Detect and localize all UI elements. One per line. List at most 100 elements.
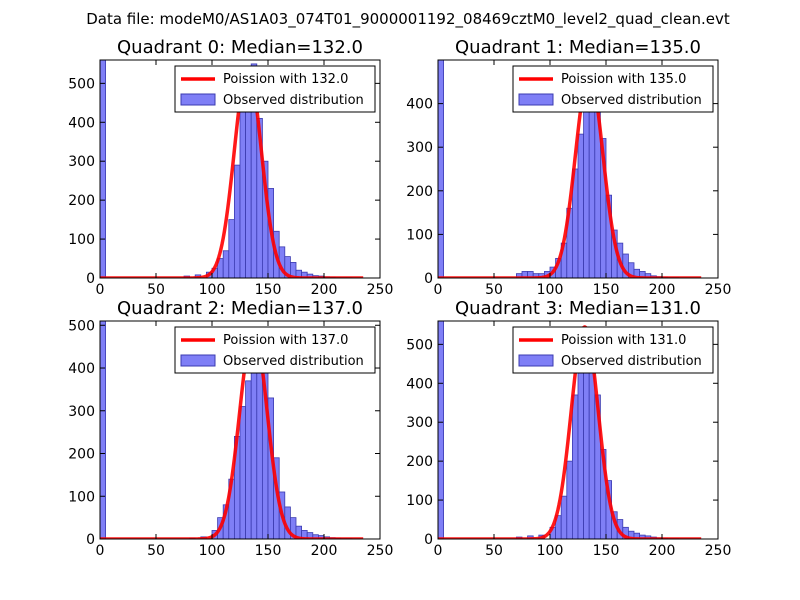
y-tick-label: 400 bbox=[68, 115, 95, 131]
y-tick-label: 300 bbox=[406, 415, 433, 431]
panel-title: Quadrant 1: Median=135.0 bbox=[455, 37, 701, 58]
histogram-bar bbox=[100, 60, 106, 278]
legend-entry-observed: Observed distribution bbox=[223, 93, 364, 108]
histogram-bar bbox=[438, 321, 444, 539]
x-tick-label: 100 bbox=[199, 543, 226, 559]
chart-panel-2: Quadrant 2: Median=137.0 0 50 100 150 200 250 0… bbox=[68, 298, 393, 559]
axes-frame bbox=[99, 59, 381, 279]
chart-panel-3: Quadrant 3: Median=131.0 0 50 100 150 200 250 0… bbox=[406, 298, 731, 559]
x-tick-label: 150 bbox=[593, 543, 620, 559]
x-tick-label: 0 bbox=[434, 282, 443, 298]
legend-bar-swatch bbox=[180, 93, 216, 106]
y-tick-label: 0 bbox=[424, 532, 433, 548]
x-tick-label: 250 bbox=[367, 282, 394, 298]
legend: Poission with 137.0 Observed distribution bbox=[174, 326, 376, 374]
legend-entry-poisson: Poission with 135.0 bbox=[561, 72, 686, 87]
legend-bar-swatch bbox=[180, 354, 216, 367]
y-tick-label: 0 bbox=[86, 532, 95, 548]
y-tick-label: 200 bbox=[406, 454, 433, 470]
y-tick-label: 100 bbox=[68, 489, 95, 505]
panel-title: Quadrant 0: Median=132.0 bbox=[117, 37, 363, 58]
y-tick-label: 100 bbox=[68, 232, 95, 248]
y-tick-label: 300 bbox=[68, 154, 95, 170]
histogram-bar bbox=[239, 110, 246, 278]
panel-title: Quadrant 2: Median=137.0 bbox=[117, 298, 363, 319]
x-tick-label: 0 bbox=[434, 543, 443, 559]
histogram-bar bbox=[233, 164, 241, 278]
histogram-bar bbox=[100, 321, 106, 539]
legend-entry-observed: Observed distribution bbox=[223, 354, 364, 369]
histogram-bar bbox=[572, 394, 579, 539]
poisson-curve bbox=[100, 66, 364, 278]
x-tick-label: 0 bbox=[96, 543, 105, 559]
plot-area bbox=[438, 60, 702, 278]
legend-bar-swatch bbox=[518, 93, 554, 106]
figure-suptitle: Data file: modeM0/AS1A03_074T01_90000011… bbox=[86, 10, 730, 29]
panel-title: Quadrant 3: Median=131.0 bbox=[455, 298, 701, 319]
histogram-bar bbox=[566, 460, 573, 539]
y-tick-label: 400 bbox=[406, 376, 433, 392]
histogram-bar bbox=[245, 380, 252, 539]
y-tick-label: 200 bbox=[406, 184, 433, 200]
y-tick-label: 300 bbox=[406, 140, 433, 156]
y-tick-label: 0 bbox=[86, 271, 95, 287]
x-tick-label: 250 bbox=[705, 282, 732, 298]
y-tick-label: 300 bbox=[68, 404, 95, 420]
x-tick-label: 200 bbox=[649, 543, 676, 559]
y-tick-label: 200 bbox=[68, 193, 95, 209]
x-tick-label: 50 bbox=[485, 543, 503, 559]
chart-panel-1: Quadrant 1: Median=135.0 0 50 100 150 200 250 0… bbox=[406, 37, 731, 298]
panels: Quadrant 0: Median=132.0 0 50 100 150 200 250 0… bbox=[68, 37, 731, 559]
poisson-curve bbox=[100, 327, 364, 539]
y-tick-label: 100 bbox=[406, 493, 433, 509]
x-tick-label: 250 bbox=[705, 543, 732, 559]
legend: Poission with 132.0 Observed distribution bbox=[174, 65, 376, 113]
x-tick-label: 200 bbox=[649, 282, 676, 298]
x-tick-label: 150 bbox=[255, 543, 282, 559]
x-tick-label: 100 bbox=[537, 543, 564, 559]
histogram-bar bbox=[228, 219, 235, 278]
legend-entry-poisson: Poission with 132.0 bbox=[223, 72, 348, 87]
y-tick-label: 0 bbox=[424, 271, 433, 287]
axes-frame bbox=[437, 320, 719, 540]
axes-frame bbox=[99, 320, 381, 540]
histogram-bar bbox=[245, 98, 252, 278]
poisson-curve bbox=[438, 71, 702, 278]
axes-frame bbox=[437, 59, 719, 279]
x-tick-label: 200 bbox=[311, 282, 338, 298]
histogram-bar bbox=[577, 133, 584, 278]
x-tick-label: 50 bbox=[485, 282, 503, 298]
x-tick-label: 200 bbox=[311, 543, 338, 559]
y-tick-label: 400 bbox=[68, 361, 95, 377]
legend-entry-poisson: Poission with 137.0 bbox=[223, 333, 348, 348]
x-tick-label: 100 bbox=[199, 282, 226, 298]
plot-area bbox=[100, 60, 364, 278]
legend: Poission with 131.0 Observed distribution bbox=[512, 326, 714, 374]
y-tick-label: 500 bbox=[406, 337, 433, 353]
histogram-bar bbox=[583, 98, 590, 278]
histogram-bar bbox=[239, 406, 246, 539]
x-tick-label: 100 bbox=[537, 282, 564, 298]
x-tick-label: 150 bbox=[255, 282, 282, 298]
x-tick-label: 50 bbox=[147, 543, 165, 559]
histogram-bar bbox=[560, 495, 568, 539]
legend-bar-swatch bbox=[518, 354, 554, 367]
histogram-bar bbox=[577, 367, 584, 539]
poisson-curve bbox=[438, 325, 702, 539]
histogram-bar bbox=[250, 359, 258, 539]
y-tick-label: 400 bbox=[406, 97, 433, 113]
histogram-bar bbox=[222, 250, 230, 278]
legend-entry-observed: Observed distribution bbox=[561, 354, 702, 369]
legend-entry-observed: Observed distribution bbox=[561, 93, 702, 108]
y-tick-label: 100 bbox=[406, 227, 433, 243]
y-tick-label: 500 bbox=[68, 76, 95, 92]
chart-panel-0: Quadrant 0: Median=132.0 0 50 100 150 200 250 0… bbox=[68, 37, 393, 298]
x-tick-label: 250 bbox=[367, 543, 394, 559]
y-tick-label: 500 bbox=[68, 318, 95, 334]
legend-entry-poisson: Poission with 131.0 bbox=[561, 333, 686, 348]
x-tick-label: 0 bbox=[96, 282, 105, 298]
x-tick-label: 50 bbox=[147, 282, 165, 298]
histogram-bar bbox=[438, 60, 444, 278]
x-tick-label: 150 bbox=[593, 282, 620, 298]
